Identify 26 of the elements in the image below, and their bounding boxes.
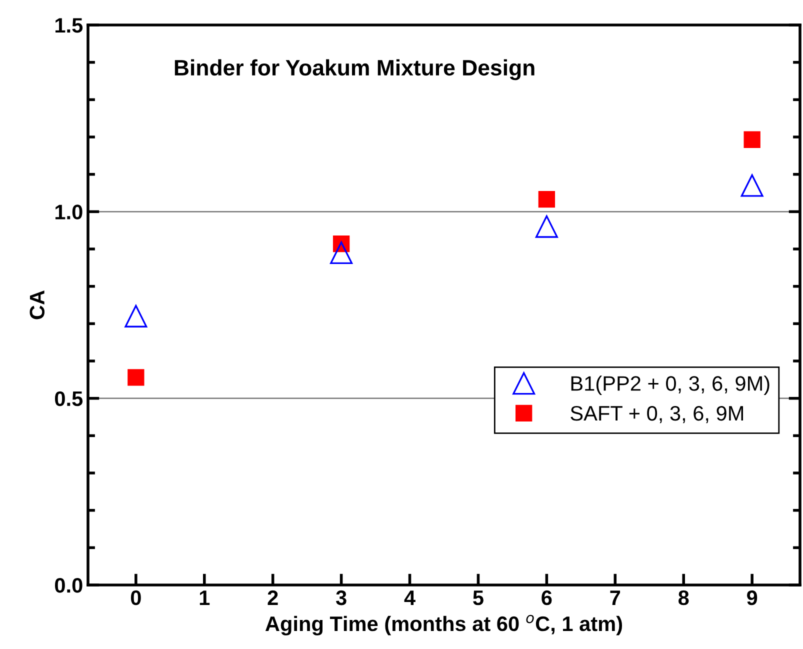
x-tick-label: 0 [130,590,141,606]
point [124,304,148,328]
legend-label: B1(PP2 + 0, 3, 6, 9M) [571,376,770,395]
x-tick-label: 4 [404,590,416,605]
y-tick-label: 1.0 [55,204,82,220]
y-tick-label: 0.5 [55,391,83,406]
x-tick-label: 1 [200,590,210,605]
x-axis-title: Aging Time (months at 60 $^{o}$C, 1 atm) [265,614,622,636]
y-tick-label: 0.0 [55,578,82,593]
x-tick-label: 8 [678,590,689,606]
x-tick-label: 7 [610,590,620,605]
point [535,215,558,238]
legend-label: SAFT + 0, 3, 6, 9M [570,406,744,424]
point [128,369,144,386]
x-tick-label: 3 [336,590,346,606]
x-tick-label: 2 [268,590,278,605]
point [740,174,764,197]
point [744,131,760,148]
text: Binder for Yoakum Mixture Design [174,59,534,80]
y-tick-label: 1.5 [55,18,83,33]
point [330,241,353,264]
x-tick-label: 6 [542,590,552,606]
x-tick-label: 5 [473,590,484,606]
point [538,191,556,208]
y-axis-title: CA [30,290,45,320]
x-tick-label: 9 [747,590,758,606]
